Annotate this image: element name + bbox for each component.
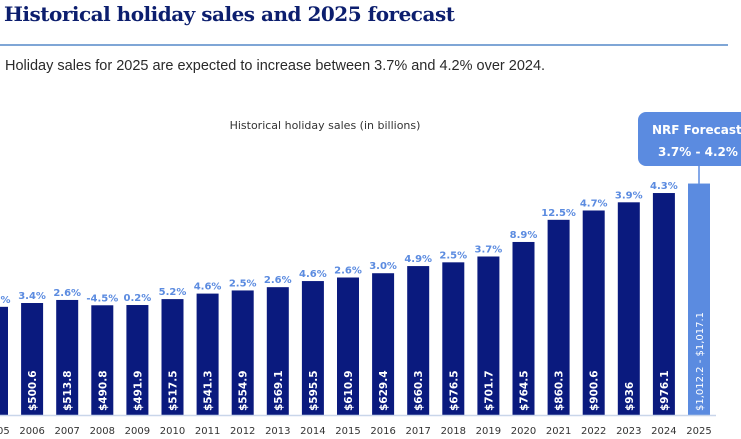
year-label-2020: 2020	[511, 426, 536, 437]
title-divider	[0, 44, 728, 46]
year-label-2005: 2005	[0, 426, 10, 437]
bar-2009	[126, 305, 149, 415]
growth-label-2024: 4.3%	[650, 181, 678, 192]
growth-label-2014: 4.6%	[299, 269, 327, 280]
year-label-2014: 2014	[300, 426, 325, 437]
bars-group: …3% 2005 $500.6 3.4% 2006 $513.8 2.6% 2007 $490.…	[0, 181, 712, 437]
growth-label-2007: 2.6%	[53, 288, 81, 299]
bar-2016	[372, 273, 395, 415]
bar-2021	[547, 219, 570, 415]
bar-value-label-2020: $764.5	[519, 370, 531, 411]
bar-2006	[21, 303, 44, 415]
bar-2017	[407, 266, 430, 415]
chart-title: Historical holiday sales (in billions)	[230, 119, 421, 132]
year-label-2016: 2016	[370, 426, 395, 437]
year-label-2017: 2017	[405, 426, 430, 437]
bar-value-label-2014: $595.5	[308, 370, 320, 411]
growth-label-2009: 0.2%	[124, 293, 152, 304]
bar-2014	[301, 281, 324, 415]
year-label-2018: 2018	[441, 426, 466, 437]
bar-2010	[161, 299, 184, 415]
page-subtitle: Holiday sales for 2025 are expected to i…	[5, 58, 546, 74]
bar-2015	[337, 277, 359, 415]
bar-2013	[266, 287, 289, 415]
bar-value-label-2010: $517.5	[168, 370, 180, 411]
bar-value-label-2018: $676.5	[448, 370, 460, 411]
bar-value-label-2022: $900.6	[589, 370, 601, 411]
bar-2023	[617, 202, 640, 415]
bar-value-label-2008: $490.8	[97, 370, 109, 411]
year-label-2025: 2025	[686, 426, 711, 437]
year-label-2024: 2024	[651, 426, 676, 437]
forecast-callout-range: 3.7% - 4.2%	[658, 145, 738, 159]
year-label-2007: 2007	[54, 426, 79, 437]
bar-value-label-2011: $541.3	[203, 370, 215, 411]
year-label-2010: 2010	[160, 426, 185, 437]
bar-value-label-2024: $976.1	[659, 370, 671, 411]
growth-label-2016: 3.0%	[369, 261, 397, 272]
bar-value-label-2006: $500.6	[27, 370, 39, 411]
year-label-2019: 2019	[476, 426, 501, 437]
year-label-2012: 2012	[230, 426, 255, 437]
growth-label-2011: 4.6%	[194, 282, 222, 293]
year-label-2013: 2013	[265, 426, 290, 437]
growth-label-2018: 2.5%	[439, 250, 467, 261]
bar-value-label-2015: $610.9	[343, 370, 355, 411]
bar-value-label-2013: $569.1	[273, 370, 285, 411]
bar-value-label-2019: $701.7	[483, 370, 495, 411]
bar-2012	[231, 290, 254, 415]
year-label-2008: 2008	[90, 426, 115, 437]
bar-2008	[91, 305, 114, 415]
growth-label-2005: …3%	[0, 295, 10, 306]
year-label-2009: 2009	[125, 426, 150, 437]
bar-2007	[56, 299, 79, 415]
growth-label-2006: 3.4%	[18, 291, 46, 302]
forecast-callout-title: NRF Forecast	[652, 123, 741, 137]
bar-2005	[0, 306, 8, 415]
growth-label-2020: 8.9%	[510, 230, 538, 241]
year-label-2015: 2015	[335, 426, 360, 437]
growth-label-2008: -4.5%	[86, 293, 118, 304]
year-label-2006: 2006	[19, 426, 44, 437]
bar-2022	[582, 210, 605, 415]
page-title: Historical holiday sales and 2025 foreca…	[4, 2, 455, 26]
growth-label-2017: 4.9%	[404, 254, 432, 265]
growth-label-2022: 4.7%	[580, 198, 608, 209]
forecast-callout-box	[638, 112, 741, 166]
year-label-2021: 2021	[546, 426, 571, 437]
growth-label-2023: 3.9%	[615, 190, 643, 201]
bar-2011	[196, 293, 219, 415]
bar-value-label-2016: $629.4	[378, 370, 390, 411]
bar-value-label-2021: $860.3	[554, 370, 566, 411]
bar-value-label-2007: $513.8	[62, 370, 74, 411]
growth-label-2019: 3.7%	[475, 244, 503, 255]
bar-2019	[477, 256, 500, 415]
forecast-callout: NRF Forecast 3.7% - 4.2%	[638, 112, 741, 184]
year-label-2011: 2011	[195, 426, 220, 437]
year-label-2022: 2022	[581, 426, 606, 437]
bar-2018	[442, 262, 465, 415]
bar-value-label-2023: $936	[624, 382, 636, 411]
growth-label-2021: 12.5%	[541, 208, 576, 219]
forecast-bar-2025	[688, 183, 710, 415]
year-label-2023: 2023	[616, 426, 641, 437]
bar-value-label-2012: $554.9	[238, 370, 250, 411]
bar-2020	[512, 241, 535, 415]
growth-label-2010: 5.2%	[159, 287, 187, 298]
growth-label-2013: 2.6%	[264, 275, 292, 286]
growth-label-2012: 2.5%	[229, 278, 257, 289]
bar-value-label-2009: $491.9	[132, 370, 144, 411]
bar-2024	[652, 193, 675, 415]
bar-value-label-2017: $660.3	[413, 370, 425, 411]
bar-value-label-2025: $1,012.2 - $1,017.1	[695, 312, 706, 411]
growth-label-2015: 2.6%	[334, 265, 362, 276]
